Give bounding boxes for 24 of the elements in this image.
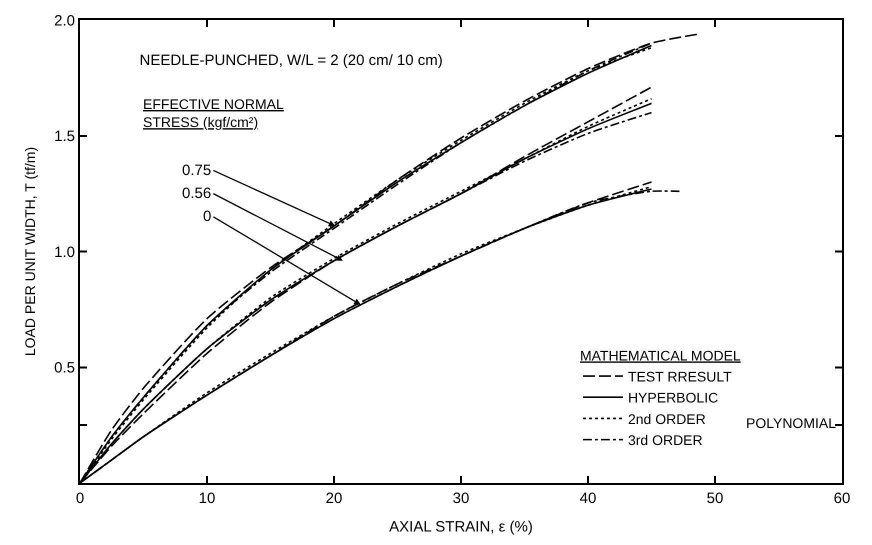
- legend-label: TEST RRESULT: [628, 368, 732, 384]
- legend-title: MATHEMATICAL MODEL: [580, 347, 741, 364]
- y-axis-title: LOAD PER UNIT WIDTH, T (tf/m): [22, 146, 38, 356]
- legend-label: 3rd ORDER: [628, 432, 703, 448]
- x-axis-title: AXIAL STRAIN, ε (%): [389, 518, 533, 536]
- annotation: 0.75: [182, 162, 212, 179]
- y-tick-label: 1.0: [54, 244, 75, 261]
- annotation: 0: [203, 208, 212, 225]
- x-tick-label: 50: [706, 490, 724, 507]
- x-tick-label: 10: [198, 490, 216, 507]
- x-tick-label: 40: [580, 490, 596, 507]
- text: NEEDLE-PUNCHED, W/L = 2 (20 cm/ 10 cm): [140, 52, 443, 69]
- x-tick-label: 60: [834, 490, 850, 507]
- x-tick-label: 20: [326, 490, 342, 507]
- legend-label: HYPERBOLIC: [628, 390, 718, 406]
- y-tick-label: 0.5: [54, 360, 75, 376]
- annotation: EFFECTIVE NORMAL STRESS (kgf/cm²): [143, 96, 284, 130]
- y-tick-label: 1.5: [54, 128, 75, 145]
- x-tick-label: 0: [76, 490, 84, 507]
- y-tick-label: 2.0: [54, 12, 75, 30]
- annotation: POLYNOMIAL: [746, 415, 836, 431]
- legend-label: 2nd ORDER: [628, 410, 706, 427]
- x-tick-label: 30: [452, 490, 470, 507]
- annotation: 0.56: [182, 185, 212, 202]
